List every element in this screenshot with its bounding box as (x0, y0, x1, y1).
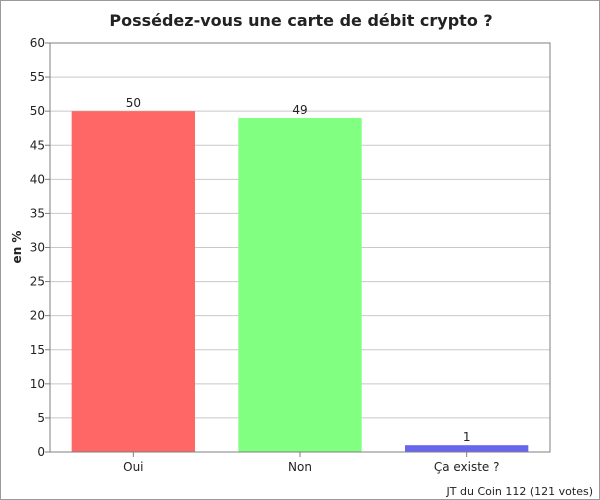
y-tick-label: 20 (30, 309, 45, 323)
bar (238, 117, 362, 452)
y-tick-label: 10 (30, 377, 45, 391)
chart-title: Possédez-vous une carte de débit crypto … (109, 11, 492, 30)
y-axis-label: en % (10, 231, 24, 264)
y-tick-label: 5 (37, 411, 45, 425)
y-tick-label: 45 (30, 138, 45, 152)
y-tick-label: 30 (30, 241, 45, 255)
y-tick-label: 50 (30, 104, 45, 118)
bar-value-label: 1 (463, 430, 471, 444)
x-tick-label: Non (288, 460, 312, 474)
bar-value-label: 50 (126, 96, 141, 110)
y-tick-label: 40 (30, 172, 45, 186)
bars (71, 111, 529, 453)
chart-source-footer: JT du Coin 112 (121 votes) (446, 485, 593, 498)
x-tick-label: Oui (123, 460, 143, 474)
y-tick-label: 25 (30, 275, 45, 289)
y-tick-label: 60 (30, 36, 45, 50)
bar (71, 111, 195, 453)
y-tick-label: 35 (30, 206, 45, 220)
bar-value-label: 49 (292, 103, 307, 117)
x-tick-label: Ça existe ? (434, 460, 500, 474)
y-tick-label: 15 (30, 343, 45, 357)
data-labels: 50 49 1 (126, 96, 471, 444)
axis-ticks: 0 5 10 15 20 25 30 35 40 45 50 55 60 Oui Non Ça existe … (30, 36, 500, 474)
y-tick-label: 55 (30, 70, 45, 84)
bar (405, 445, 529, 452)
y-tick-label: 0 (37, 445, 45, 459)
